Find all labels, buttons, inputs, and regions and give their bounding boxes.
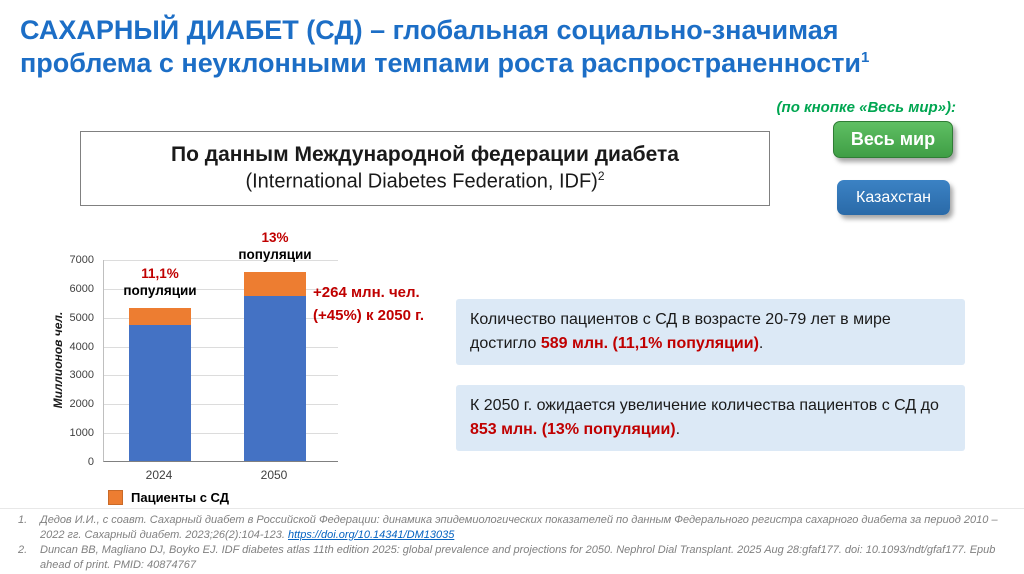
footer-divider [0,508,1024,509]
annotation-percent: 13% [261,229,289,245]
info-box-2024-highlight: 589 млн. (11,1% популяции) [540,335,759,352]
title-line1: САХАРНЫЙ ДИАБЕТ (СД) – глобальная социал… [20,15,839,45]
gridline [104,260,338,261]
info-box-2050: К 2050 г. ожидается увеличение количеств… [456,385,965,451]
idf-superscript: 2 [597,169,605,184]
x-tick-label: 2024 [145,468,173,482]
y-tick-label: 5000 [69,311,94,324]
info-box-2024: Количество пациентов с СД в возрасте 20-… [456,299,965,365]
title-superscript: 1 [861,49,870,67]
footnote-1-citation: Дедов И.И., с соавт. Сахарный диабет в Р… [40,514,998,541]
bar-segment-population [244,296,306,461]
stacked-bar: 11,1% популяции [123,266,197,461]
footnote-2-citation: Duncan BB, Magliano DJ, Boyko EJ. IDF di… [40,543,996,571]
title-line2: проблема с неуклонными темпами роста рас… [20,47,980,80]
idf-source-box: По данным Международной федерации диабет… [80,131,770,206]
gridline [104,404,338,406]
kazakhstan-button[interactable]: Казахстан [837,180,950,215]
title-line2-text: проблема с неуклонными темпами роста рас… [20,48,862,79]
gridline [104,433,338,435]
world-button-hint: (по кнопке «Весь мир»): [776,99,956,116]
footnote-2: 2. Duncan BB, Magliano DJ, Boyko EJ. IDF… [18,543,1010,573]
bar-annotation: 13% популяции [220,230,330,264]
gridline [104,317,338,319]
gridline [104,288,338,290]
y-axis-ticks: 0 1000 2000 3000 4000 5000 6000 7000 [48,254,98,468]
y-tick-label: 2000 [69,398,94,411]
info-box-2050-suffix: . [675,421,681,438]
growth-annotation-line2: (+45%) к 2050 г. [313,306,425,324]
bar-segment-population [129,324,191,461]
annotation-text: популяции [238,246,312,262]
info-box-2024-text: Количество пациентов с СД в возрасте 20-… [470,311,891,352]
y-tick-label: 7000 [69,254,94,266]
idf-box-line1: По данным Международной федерации диабет… [171,143,679,167]
y-tick-label: 0 [87,456,94,468]
bar-segment-patients [129,307,191,325]
world-button[interactable]: Весь мир [833,121,953,158]
idf-box-line2-text: (International Diabetes Federation, IDF) [245,170,598,193]
legend-swatch-icon [108,490,123,505]
footnote-1: 1. Дедов И.И., с соавт. Сахарный диабет … [18,513,1010,543]
gridline [104,375,338,377]
footnotes: 1. Дедов И.И., с соавт. Сахарный диабет … [18,513,1010,572]
page-title: САХАРНЫЙ ДИАБЕТ (СД) – глобальная социал… [20,14,980,81]
x-axis-labels: 2024 2050 [103,468,338,484]
bar-segment-patients [244,271,306,297]
annotation-text: популяции [123,283,197,299]
info-box-2050-highlight: 853 млн. (13% популяции) [470,421,676,438]
growth-annotation: +264 млн. чел. (+45%) к 2050 г. [313,282,424,327]
y-tick-label: 4000 [69,340,94,353]
stacked-bar: 13% популяции [238,230,312,461]
y-tick-label: 1000 [69,427,94,440]
doi-link[interactable]: https://doi.org/10.14341/DM13035 [288,528,455,541]
footnote-1-text: Дедов И.И., с соавт. Сахарный диабет в Р… [40,513,1010,543]
footnote-2-number: 2. [18,543,28,556]
info-box-2050-text: К 2050 г. ожидается увеличение количеств… [470,397,939,414]
footnote-1-number: 1. [18,514,28,526]
bar-chart: Миллионов чел. 0 1000 2000 3000 4000 5000 6000… [48,228,358,528]
chart-plot: 11,1% популяции 13% популяции [103,230,338,462]
y-tick-label: 3000 [69,369,94,382]
gridline [104,346,338,348]
annotation-percent: 11,1% [141,266,179,282]
x-tick-label: 2050 [260,468,288,482]
bar-annotation: 11,1% популяции [105,266,215,300]
chart-legend: Пациенты с СД [108,490,229,505]
info-box-2024-suffix: . [758,335,764,352]
growth-annotation-line1: +264 млн. чел. [313,284,420,301]
y-tick-label: 6000 [69,282,94,295]
legend-label: Пациенты с СД [131,490,230,505]
idf-box-line2: (International Diabetes Federation, IDF)… [245,169,604,194]
